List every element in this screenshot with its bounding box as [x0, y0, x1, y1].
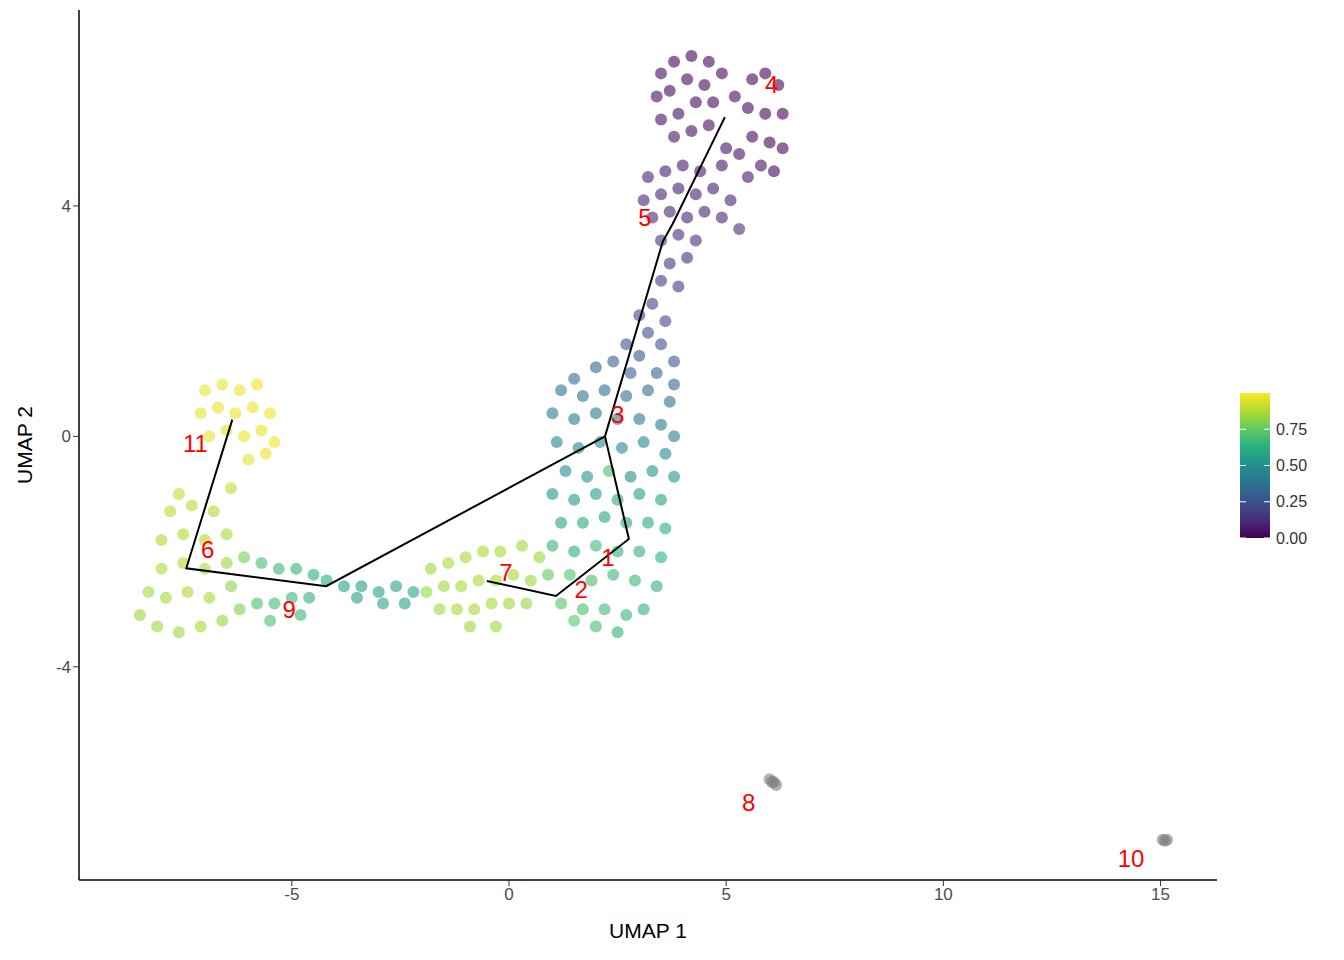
svg-text:2: 2 [574, 576, 587, 603]
svg-text:9: 9 [283, 596, 296, 623]
svg-text:0.25: 0.25 [1276, 493, 1307, 510]
svg-text:UMAP 1: UMAP 1 [609, 919, 687, 942]
svg-text:8: 8 [742, 789, 755, 816]
svg-text:15: 15 [1151, 885, 1170, 904]
svg-text:4: 4 [62, 197, 71, 216]
svg-text:-4: -4 [56, 658, 71, 677]
svg-text:5: 5 [638, 204, 651, 231]
svg-text:UMAP 2: UMAP 2 [13, 406, 36, 484]
svg-text:10: 10 [1118, 845, 1145, 872]
svg-text:7: 7 [499, 559, 512, 586]
svg-text:0.50: 0.50 [1276, 457, 1307, 474]
svg-text:-5: -5 [284, 885, 299, 904]
svg-text:4: 4 [765, 71, 778, 98]
svg-text:6: 6 [201, 536, 214, 563]
svg-text:3: 3 [611, 401, 624, 428]
svg-text:5: 5 [721, 885, 730, 904]
svg-text:0.75: 0.75 [1276, 421, 1307, 438]
svg-text:10: 10 [934, 885, 953, 904]
svg-text:0: 0 [504, 885, 513, 904]
svg-text:0.00: 0.00 [1276, 530, 1307, 547]
svg-text:0: 0 [62, 427, 71, 446]
svg-text:1: 1 [601, 544, 614, 571]
svg-text:11: 11 [183, 430, 208, 457]
